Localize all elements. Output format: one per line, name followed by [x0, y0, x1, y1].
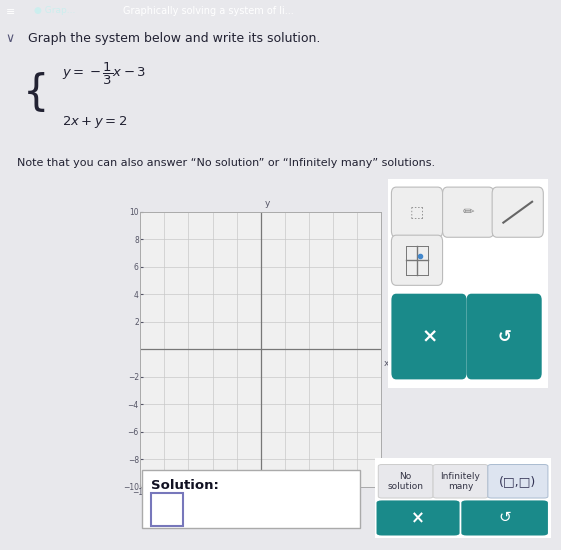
Text: $2x + y = 2$: $2x + y = 2$ [62, 114, 127, 130]
Text: y: y [264, 199, 270, 207]
FancyBboxPatch shape [392, 187, 443, 237]
FancyBboxPatch shape [142, 470, 360, 528]
Text: Graph the system below and write its solution.: Graph the system below and write its sol… [28, 32, 320, 45]
Text: Infinitely
many: Infinitely many [440, 471, 480, 491]
Text: ×: × [411, 509, 425, 527]
FancyBboxPatch shape [370, 456, 557, 540]
FancyBboxPatch shape [433, 465, 488, 498]
Text: ≡: ≡ [6, 7, 15, 17]
FancyBboxPatch shape [467, 294, 542, 379]
Text: ↺: ↺ [498, 328, 512, 345]
FancyBboxPatch shape [378, 465, 433, 498]
FancyBboxPatch shape [392, 235, 443, 285]
Text: $y = -\dfrac{1}{3}x - 3$: $y = -\dfrac{1}{3}x - 3$ [62, 61, 146, 87]
Text: (□,□): (□,□) [499, 475, 536, 488]
FancyBboxPatch shape [151, 493, 183, 526]
Text: ∨: ∨ [6, 32, 15, 45]
Text: x: x [384, 359, 389, 368]
Text: ↺: ↺ [498, 510, 511, 525]
Text: ● Grap...: ● Grap... [34, 7, 75, 15]
FancyBboxPatch shape [492, 187, 543, 237]
FancyBboxPatch shape [443, 187, 494, 237]
Text: ⬚: ⬚ [410, 205, 424, 219]
Text: No
solution: No solution [388, 471, 424, 491]
FancyBboxPatch shape [376, 500, 459, 536]
FancyBboxPatch shape [392, 294, 467, 379]
Text: ✏: ✏ [462, 205, 474, 219]
Text: Solution:: Solution: [151, 479, 219, 492]
FancyBboxPatch shape [488, 465, 548, 498]
FancyBboxPatch shape [385, 174, 551, 392]
Text: {: { [22, 72, 49, 113]
Text: Graphically solving a system of li...: Graphically solving a system of li... [123, 6, 294, 16]
Text: Note that you can also answer “No solution” or “Infinitely many” solutions.: Note that you can also answer “No soluti… [17, 158, 435, 168]
Text: ×: × [422, 327, 438, 346]
FancyBboxPatch shape [461, 500, 548, 536]
